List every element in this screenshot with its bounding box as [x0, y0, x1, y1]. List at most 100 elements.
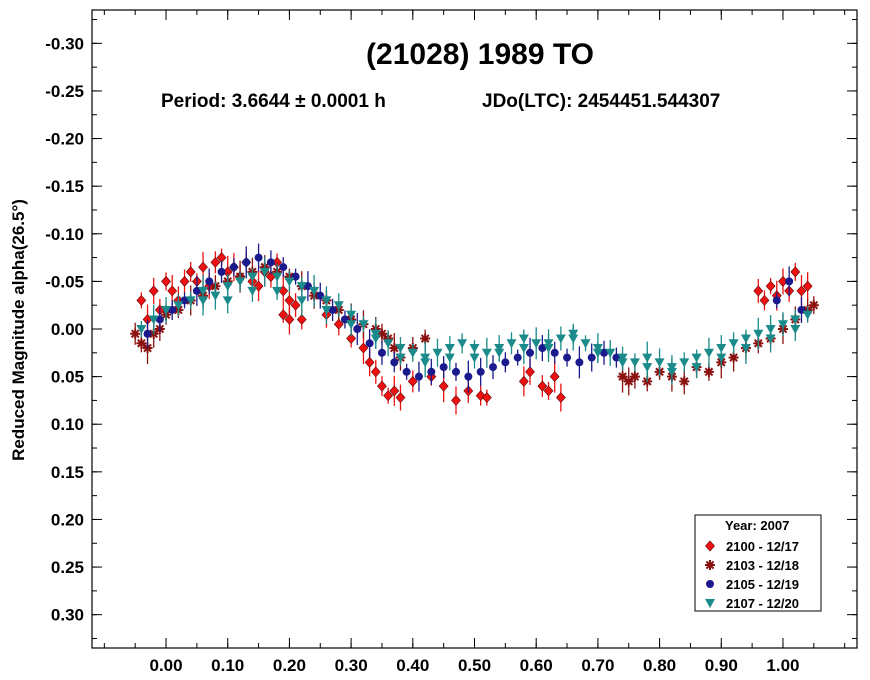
x-tick-label: 0.70	[581, 656, 614, 675]
data-point	[777, 320, 788, 330]
data-point	[772, 296, 781, 305]
data-point	[568, 334, 579, 344]
data-point	[451, 367, 460, 376]
data-point	[365, 339, 374, 348]
x-tick-label: 0.60	[520, 656, 553, 675]
y-tick-label: -0.15	[45, 177, 84, 196]
data-point	[296, 296, 307, 306]
data-point	[802, 280, 813, 292]
data-point	[168, 305, 177, 314]
data-point	[143, 329, 152, 338]
data-point	[432, 348, 443, 358]
data-point	[790, 266, 801, 278]
data-point	[526, 348, 535, 357]
data-point	[785, 277, 794, 286]
x-tick-label: 0.00	[149, 656, 182, 675]
data-point	[538, 344, 547, 353]
data-point	[205, 277, 214, 286]
data-point	[543, 385, 554, 397]
legend-title: Year: 2007	[725, 518, 789, 533]
data-point	[550, 348, 559, 357]
data-point	[407, 375, 418, 387]
x-tick-label: 0.40	[396, 656, 429, 675]
data-point	[272, 286, 283, 296]
data-point	[390, 358, 399, 367]
data-point	[543, 339, 554, 349]
y-tick-label: 0.20	[51, 510, 84, 529]
series-2	[143, 243, 806, 393]
data-point	[587, 353, 596, 362]
data-point	[161, 275, 171, 287]
data-point	[222, 296, 233, 306]
data-point	[278, 309, 289, 321]
data-point	[518, 344, 529, 354]
data-point	[210, 291, 221, 301]
data-point	[185, 266, 196, 278]
data-point	[481, 348, 492, 358]
data-point	[377, 348, 386, 357]
data-point	[494, 348, 505, 358]
data-point	[235, 277, 246, 287]
data-point	[389, 385, 400, 397]
data-point	[377, 380, 387, 392]
data-point	[192, 286, 201, 295]
data-point	[501, 358, 510, 367]
legend: Year: 2007 2100 - 12/17 2103 - 12/18 2105 …	[694, 514, 822, 612]
data-point	[716, 353, 727, 363]
data-point	[549, 371, 560, 383]
data-point	[167, 285, 178, 297]
data-point	[759, 294, 770, 306]
data-point	[136, 294, 147, 306]
x-tick-label: 0.50	[458, 656, 491, 675]
data-point	[518, 375, 529, 387]
data-point	[790, 325, 801, 334]
legend-marker	[705, 599, 715, 608]
data-point	[358, 320, 369, 330]
data-point	[716, 344, 727, 354]
data-point	[148, 285, 159, 297]
data-point	[537, 380, 548, 392]
data-point	[765, 334, 776, 344]
legend-label: 2107 - 12/20	[726, 596, 799, 611]
y-tick-label: 0.30	[51, 606, 84, 625]
data-point	[130, 328, 141, 339]
data-point	[253, 280, 264, 292]
data-point	[383, 390, 394, 402]
data-point	[407, 348, 418, 358]
data-points	[130, 243, 819, 415]
y-tick-label: -0.05	[45, 272, 84, 291]
data-point	[254, 253, 263, 262]
y-tick-label: -0.20	[45, 130, 84, 149]
legend-label: 2100 - 12/17	[726, 539, 799, 554]
data-point	[346, 333, 357, 344]
data-point	[439, 363, 448, 372]
data-point	[272, 272, 283, 282]
data-point	[259, 267, 270, 277]
data-point	[753, 285, 764, 297]
legend-marker	[705, 560, 715, 570]
data-point	[476, 367, 485, 376]
data-point	[728, 352, 739, 363]
data-point	[229, 263, 238, 272]
data-point	[654, 358, 665, 368]
data-point	[563, 353, 572, 362]
data-point	[364, 356, 375, 368]
data-point	[691, 363, 702, 373]
data-point	[703, 366, 714, 377]
legend-label: 2105 - 12/19	[726, 577, 799, 592]
data-point	[481, 392, 492, 404]
data-point	[605, 348, 616, 358]
data-point	[296, 314, 307, 325]
data-point	[247, 272, 258, 282]
y-tick-label: 0.00	[51, 320, 84, 339]
data-point	[328, 305, 337, 314]
data-point	[451, 394, 461, 406]
data-point	[796, 285, 807, 297]
y-tick-label: -0.30	[45, 34, 84, 53]
data-point	[575, 358, 584, 367]
data-point	[469, 353, 480, 363]
data-point	[395, 392, 406, 404]
data-point	[489, 363, 498, 372]
x-tick-label: 0.10	[211, 656, 244, 675]
